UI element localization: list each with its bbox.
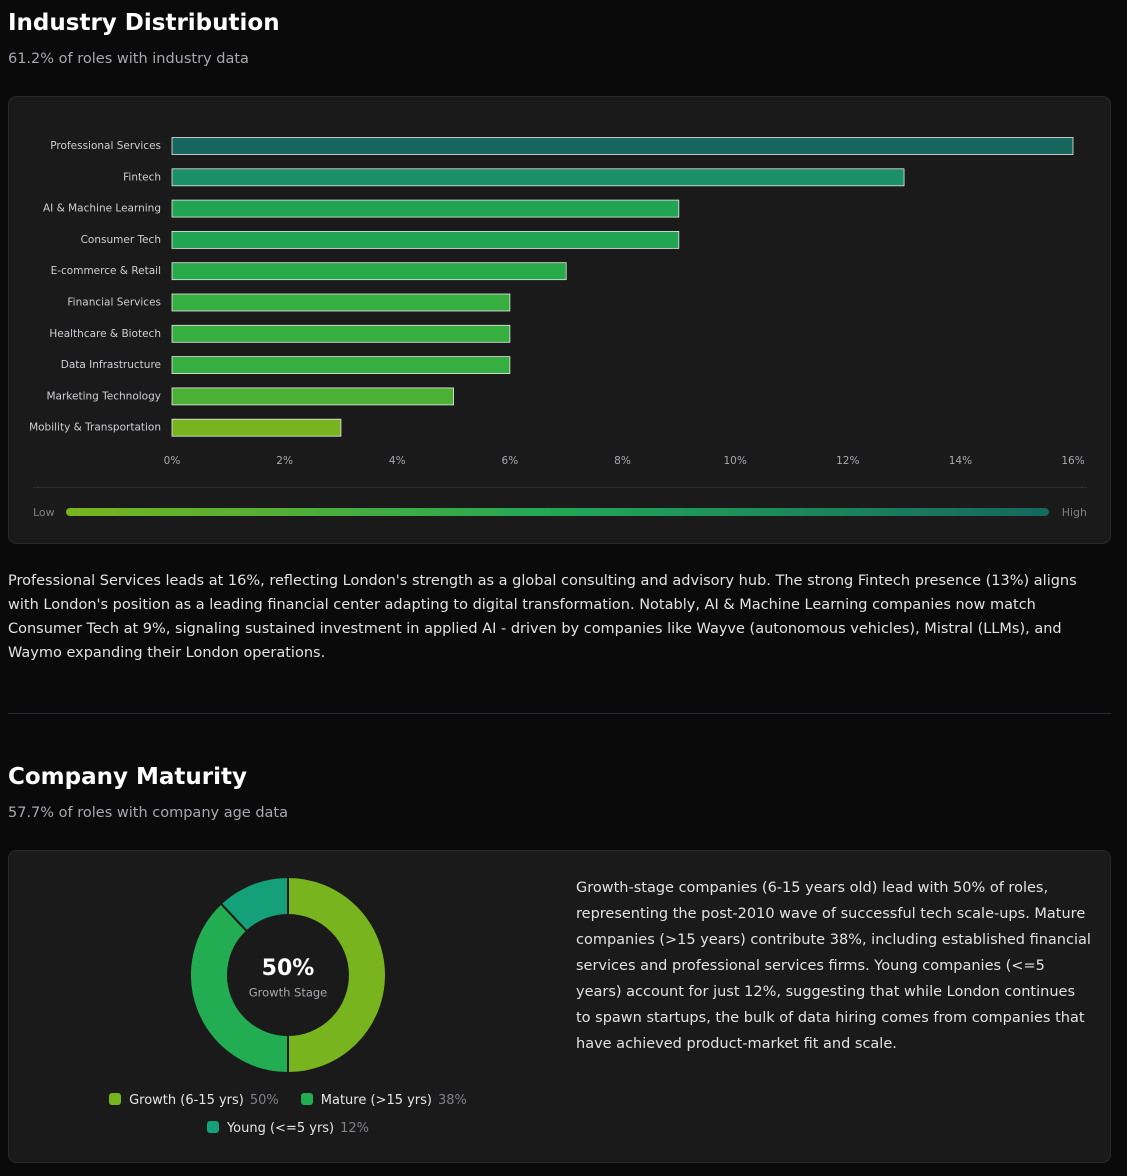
x-tick-label: 4%: [389, 455, 406, 467]
donut-center-label: Growth Stage: [249, 986, 328, 1000]
y-tick-label: E-commerce & Retail: [51, 265, 161, 277]
legend-swatch: [109, 1093, 122, 1105]
y-tick-label: Fintech: [123, 171, 161, 183]
bar: [171, 418, 342, 437]
bar: [171, 230, 680, 249]
y-tick-label: Financial Services: [67, 297, 161, 309]
legend: Growth (6-15 yrs) 50% Mature (>15 yrs) 38% Y…: [98, 1087, 478, 1143]
card: [8, 850, 1111, 1163]
x-tick-label: 10%: [723, 455, 746, 467]
bar: [171, 293, 511, 312]
donut-slice: [287, 875, 387, 1075]
x-tick-label: 14%: [949, 455, 972, 467]
x-tick-label: 0%: [164, 455, 181, 467]
y-tick-label: Professional Services: [50, 140, 161, 152]
bar: [171, 168, 905, 187]
bar: [171, 137, 1074, 155]
bar: [171, 199, 680, 218]
bar: [171, 324, 511, 343]
legend-label: Mature (>15 yrs): [320, 1093, 432, 1108]
card: [8, 96, 1111, 544]
donut-center-value: 50%: [262, 956, 315, 981]
y-tick-label: Consumer Tech: [81, 234, 161, 246]
y-tick-label: Healthcare & Biotech: [49, 328, 161, 340]
legend-label: Growth (6-15 yrs): [129, 1093, 244, 1108]
bar: [171, 387, 454, 406]
bar: [171, 262, 567, 281]
x-tick-label: 6%: [502, 455, 519, 467]
legend-swatch: [300, 1093, 313, 1105]
legend-value: 38%: [438, 1093, 467, 1108]
x-tick-label: 16%: [1061, 455, 1084, 467]
color-scale: [66, 508, 1049, 516]
legend-value: 12%: [340, 1121, 370, 1136]
y-tick-label: Mobility & Transportation: [29, 422, 161, 434]
x-tick-label: 12%: [836, 455, 859, 467]
description: Professional Services leads at 16%, refl…: [8, 573, 1077, 661]
legend-value: 50%: [249, 1093, 279, 1108]
y-tick-label: Marketing Technology: [47, 390, 162, 402]
legend-label: Young (<=5 yrs): [226, 1121, 335, 1136]
section-subtitle: 57.7% of roles with company age data: [8, 805, 288, 821]
description: Growth-stage companies (6-15 years old) …: [576, 880, 1091, 1052]
legend-item: Mature (>15 yrs) 38%: [300, 1087, 467, 1115]
section-title: Company Maturity: [8, 764, 247, 790]
x-tick-label: 2%: [276, 455, 293, 467]
bar: [171, 356, 511, 375]
donut-slice: [219, 875, 289, 933]
y-tick-label: Data Infrastructure: [61, 359, 161, 371]
section-subtitle: 61.2% of roles with industry data: [8, 51, 249, 67]
scale-high-label: High: [1062, 506, 1087, 519]
donut-slice: [189, 902, 289, 1075]
legend-item: Growth (6-15 yrs) 50%: [109, 1087, 279, 1115]
legend-swatch: [206, 1121, 219, 1133]
section-title: Industry Distribution: [8, 10, 280, 36]
y-tick-label: AI & Machine Learning: [43, 203, 161, 215]
scale-low-label: Low: [33, 506, 55, 519]
x-tick-label: 8%: [614, 455, 631, 467]
legend-item: Young (<=5 yrs) 12%: [206, 1115, 370, 1143]
